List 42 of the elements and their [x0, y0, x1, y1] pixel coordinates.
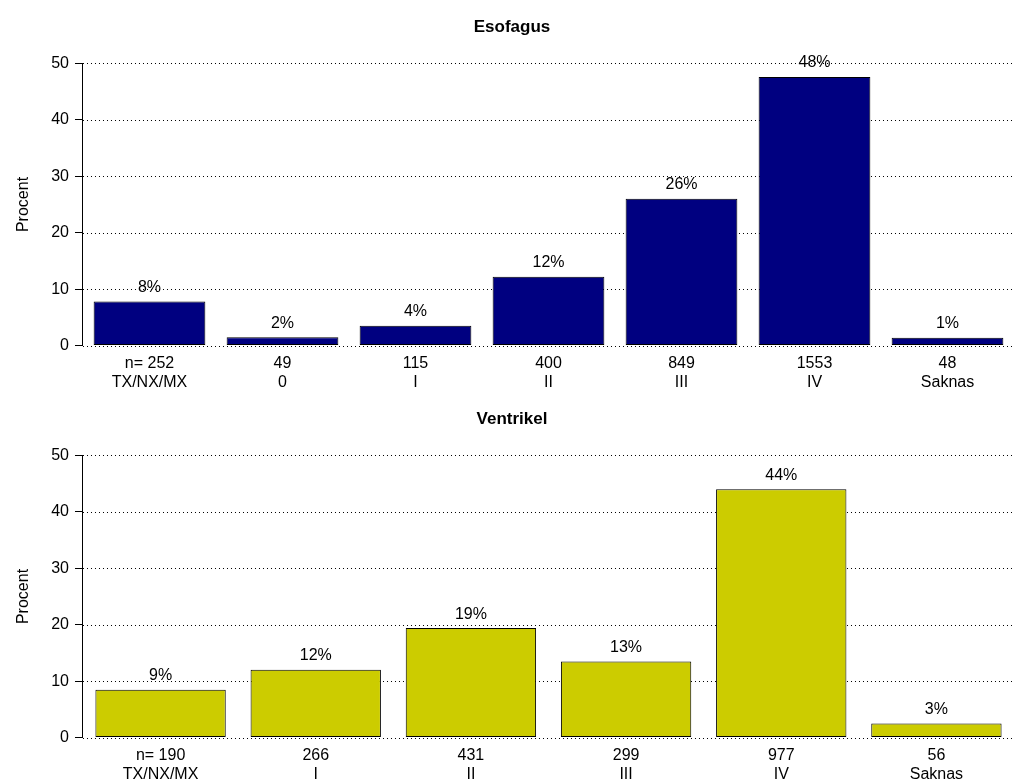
y-axis-title: Procent: [14, 568, 32, 625]
x-tick-label: 400 II: [535, 353, 562, 390]
data-label: 19%: [454, 604, 487, 622]
data-label: 4%: [403, 302, 428, 320]
y-axis-title: Procent: [14, 176, 32, 233]
y-tick-label: 30: [51, 166, 70, 184]
y-tick-label: 50: [51, 53, 70, 71]
y-tick-label: 20: [51, 615, 70, 633]
y-tick-label: 0: [60, 336, 70, 354]
data-label: 26%: [665, 175, 698, 193]
y-tick-label: 40: [51, 110, 70, 128]
x-tick-label: n= 190 TX/NX/MX: [122, 745, 199, 782]
data-label: 48%: [798, 53, 831, 71]
x-tick-label: 299 III: [612, 745, 640, 782]
y-tick-label: 30: [51, 558, 70, 576]
data-label: 12%: [532, 253, 565, 271]
x-tick-label: 266 I: [302, 745, 330, 782]
data-label: 2%: [270, 313, 295, 331]
x-tick-label: 431 II: [457, 745, 485, 782]
y-tick-label: 10: [51, 671, 70, 689]
x-tick-label: 49 0: [273, 353, 292, 390]
data-label: 3%: [924, 699, 948, 717]
x-tick-label: 115 I: [402, 353, 429, 390]
chart-title: Esofagus: [473, 16, 551, 36]
y-tick-label: 20: [51, 223, 70, 241]
x-tick-label: 48 Saknas: [920, 353, 975, 390]
data-label: 9%: [149, 666, 173, 684]
x-tick-label: 56 Saknas: [909, 745, 964, 782]
data-label: 13%: [610, 637, 643, 655]
x-tick-label: 849 III: [668, 353, 695, 390]
x-tick-label: 1553 IV: [796, 353, 833, 390]
data-label: 12%: [299, 646, 332, 664]
y-tick-label: 50: [51, 445, 70, 463]
chart-title: Ventrikel: [476, 408, 548, 428]
x-tick-label: n= 252 TX/NX/MX: [111, 353, 188, 390]
data-label: 1%: [935, 314, 960, 332]
data-label: 44%: [765, 465, 798, 483]
data-label: 8%: [137, 277, 162, 295]
y-tick-label: 10: [51, 279, 70, 297]
y-tick-label: 40: [51, 502, 70, 520]
x-tick-label: 977 IV: [767, 745, 795, 782]
y-tick-label: 0: [60, 728, 70, 746]
